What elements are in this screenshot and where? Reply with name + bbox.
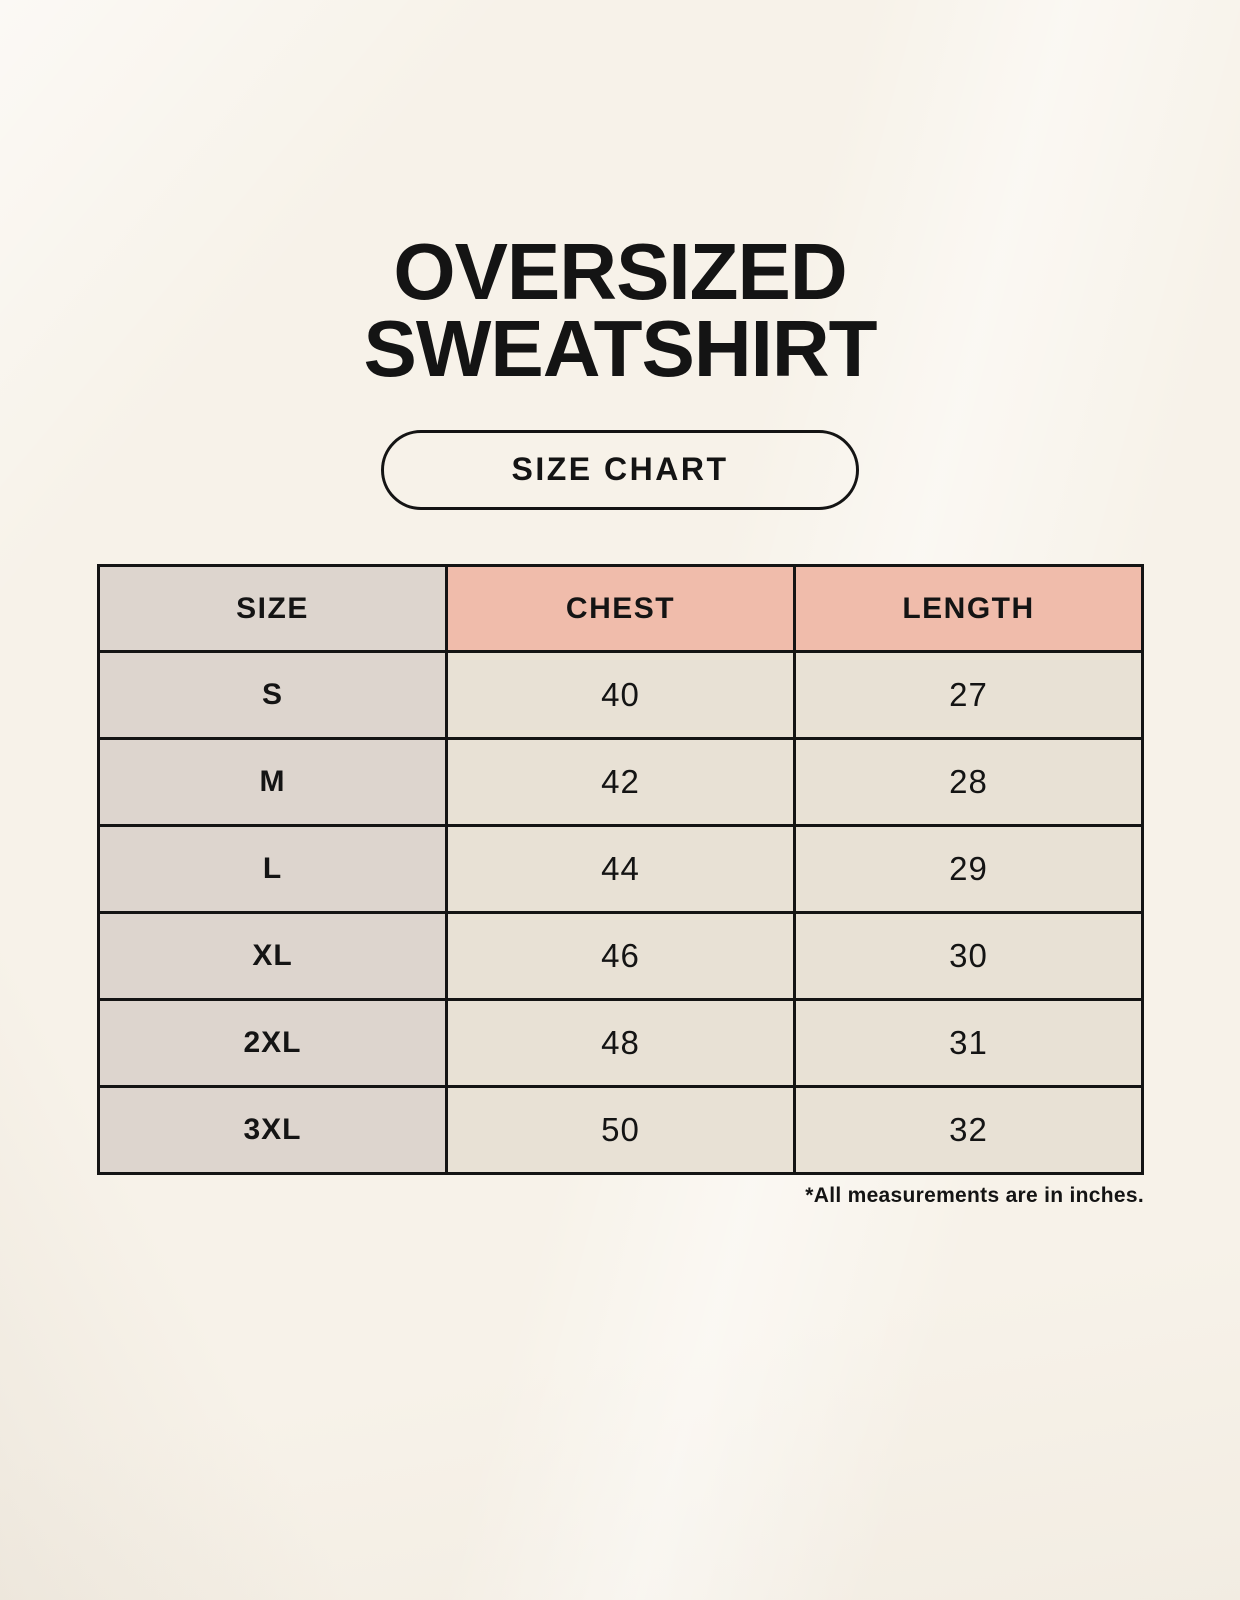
chest-cell: 40 bbox=[445, 650, 796, 740]
column-header-length: LENGTH bbox=[793, 564, 1144, 653]
product-title: OVERSIZED SWEATSHIRT bbox=[0, 0, 1240, 393]
size-chart-button-label: SIZE CHART bbox=[511, 451, 729, 488]
chest-cell: 48 bbox=[445, 998, 796, 1088]
length-cell: 32 bbox=[793, 1085, 1144, 1175]
size-cell: 2XL bbox=[97, 998, 448, 1088]
product-title-line1: OVERSIZED bbox=[393, 227, 847, 316]
chest-cell: 46 bbox=[445, 911, 796, 1001]
size-cell: 3XL bbox=[97, 1085, 448, 1175]
length-cell: 31 bbox=[793, 998, 1144, 1088]
table-row: XL 46 30 bbox=[97, 911, 1144, 1001]
column-header-chest: CHEST bbox=[445, 564, 796, 653]
header-row: SIZE CHEST LENGTH bbox=[97, 564, 1144, 653]
chest-cell: 44 bbox=[445, 824, 796, 914]
size-chart-button[interactable]: SIZE CHART bbox=[381, 429, 859, 510]
column-header-size: SIZE bbox=[97, 564, 448, 653]
size-cell: S bbox=[97, 650, 448, 740]
table-row: M 42 28 bbox=[97, 737, 1144, 827]
length-cell: 27 bbox=[793, 650, 1144, 740]
product-title-line2: SWEATSHIRT bbox=[363, 303, 878, 393]
chest-cell: 50 bbox=[445, 1085, 796, 1175]
table-row: 3XL 50 32 bbox=[97, 1085, 1144, 1175]
size-cell: L bbox=[97, 824, 448, 914]
size-chart-table: SIZE CHEST LENGTH S 40 27 M 42 28 L bbox=[97, 564, 1144, 1175]
length-cell: 30 bbox=[793, 911, 1144, 1001]
measurements-footnote: *All measurements are in inches. bbox=[805, 1184, 1144, 1207]
table-row: S 40 27 bbox=[97, 650, 1144, 740]
size-cell: M bbox=[97, 737, 448, 827]
length-cell: 28 bbox=[793, 737, 1144, 827]
table-row: L 44 29 bbox=[97, 824, 1144, 914]
chest-cell: 42 bbox=[445, 737, 796, 827]
length-cell: 29 bbox=[793, 824, 1144, 914]
size-cell: XL bbox=[97, 911, 448, 1001]
size-chart-table-container: SIZE CHEST LENGTH S 40 27 M 42 28 L bbox=[97, 564, 1144, 1175]
table-row: 2XL 48 31 bbox=[97, 998, 1144, 1088]
